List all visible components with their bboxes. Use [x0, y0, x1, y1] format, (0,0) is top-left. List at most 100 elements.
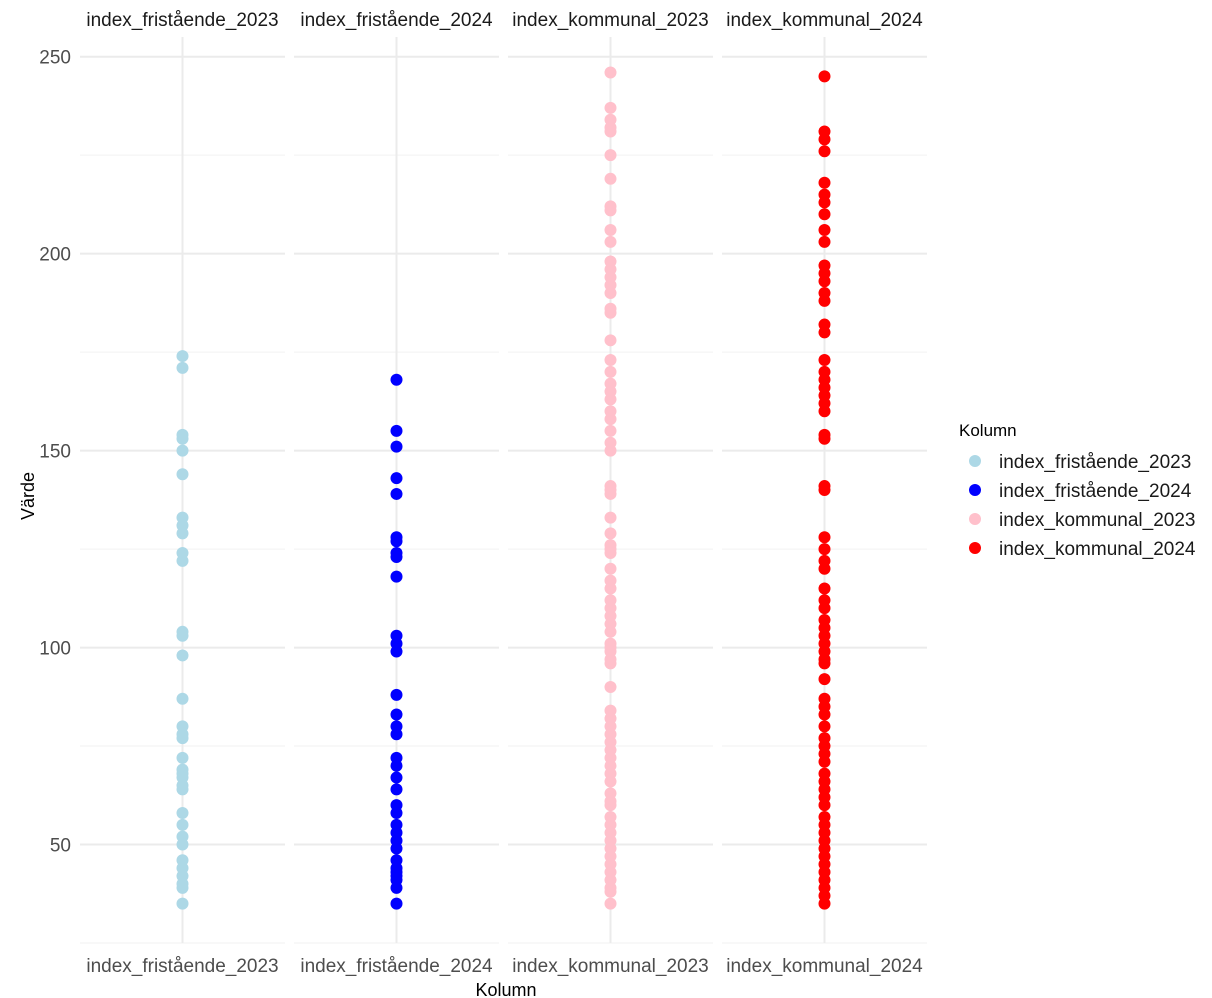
data-point — [604, 354, 617, 367]
y-tick-label: 200 — [39, 245, 71, 266]
data-point — [818, 720, 831, 733]
data-point — [818, 897, 831, 910]
data-point — [818, 294, 831, 307]
data-point — [390, 472, 403, 485]
data-point — [176, 838, 189, 851]
data-point — [390, 424, 403, 437]
data-point — [604, 365, 617, 378]
legend-key — [969, 455, 981, 467]
data-point — [818, 657, 831, 670]
data-point — [176, 818, 189, 831]
data-point — [604, 444, 617, 457]
data-point — [604, 235, 617, 248]
data-point — [176, 649, 189, 662]
data-point — [604, 424, 617, 437]
data-point — [604, 657, 617, 670]
data-point — [604, 511, 617, 524]
data-point — [604, 66, 617, 79]
data-point — [818, 799, 831, 812]
data-point — [604, 125, 617, 138]
data-point — [818, 484, 831, 496]
facet-strip-label: index_kommunal_2024 — [726, 10, 923, 31]
data-point — [818, 543, 831, 556]
data-point — [818, 70, 831, 83]
data-point — [176, 751, 189, 764]
data-point — [390, 535, 403, 548]
data-point — [176, 692, 189, 705]
data-point — [818, 326, 831, 339]
data-point — [818, 755, 831, 768]
data-point — [818, 208, 831, 221]
legend-label: index_fristående_2023 — [999, 452, 1191, 473]
data-point — [390, 550, 403, 563]
facet-panel — [722, 37, 927, 944]
data-point — [390, 881, 403, 894]
data-point — [390, 783, 403, 796]
data-point — [818, 176, 831, 189]
data-point — [818, 708, 831, 721]
data-point — [390, 373, 403, 386]
data-point — [176, 432, 189, 445]
data-point — [390, 645, 403, 658]
data-point — [818, 405, 831, 418]
data-point — [818, 133, 831, 146]
data-point — [604, 775, 617, 788]
data-point — [604, 487, 617, 500]
data-point — [390, 728, 403, 741]
data-point — [604, 101, 617, 114]
legend-title: Kolumn — [959, 421, 1017, 440]
data-point — [818, 432, 831, 445]
x-axis: index_fristående_2023 index_fristående_20… — [86, 956, 923, 977]
data-point — [604, 527, 617, 540]
data-point — [818, 602, 831, 615]
data-point — [390, 570, 403, 583]
data-point — [604, 680, 617, 693]
data-point — [604, 547, 617, 560]
y-axis: 50 100 150 200 250 — [39, 48, 71, 857]
facet-strip-label: index_kommunal_2023 — [512, 10, 708, 31]
data-point — [818, 531, 831, 544]
data-point — [176, 807, 189, 820]
data-point — [176, 897, 189, 910]
facet-panel — [80, 37, 285, 944]
data-point — [604, 149, 617, 162]
y-tick-label: 250 — [39, 48, 71, 69]
data-point — [604, 287, 617, 300]
data-point — [604, 172, 617, 185]
facet-strip-labels: index_fristående_2023 index_fristående_20… — [86, 10, 923, 31]
data-point — [604, 334, 617, 347]
legend-key — [969, 513, 981, 525]
data-point — [818, 235, 831, 248]
facet-panel — [294, 37, 499, 944]
data-point — [176, 554, 189, 567]
data-point — [604, 885, 617, 898]
legend-key — [969, 542, 981, 554]
data-point — [604, 393, 617, 406]
data-point — [818, 354, 831, 367]
data-point — [604, 224, 617, 237]
x-axis-title: Kolumn — [475, 980, 536, 998]
data-point — [176, 527, 189, 540]
data-point — [818, 196, 831, 209]
data-point — [818, 582, 831, 595]
data-point — [604, 799, 617, 812]
legend: Kolumn index_fristående_2023 index_fristå… — [959, 421, 1196, 560]
legend-label: index_kommunal_2024 — [999, 539, 1196, 560]
data-point — [176, 361, 189, 374]
legend-key — [969, 484, 981, 496]
data-point — [176, 629, 189, 642]
data-point — [390, 897, 403, 910]
data-point — [604, 562, 617, 575]
data-point — [818, 562, 831, 575]
x-tick-label: index_fristående_2024 — [300, 956, 493, 977]
data-point — [818, 145, 831, 158]
data-point — [390, 842, 403, 855]
x-tick-label: index_kommunal_2024 — [726, 956, 923, 977]
data-point — [176, 350, 189, 363]
data-point — [176, 468, 189, 481]
data-point — [604, 582, 617, 595]
legend-label: index_fristående_2024 — [999, 481, 1192, 502]
y-tick-label: 100 — [39, 639, 71, 660]
data-point — [176, 783, 189, 796]
